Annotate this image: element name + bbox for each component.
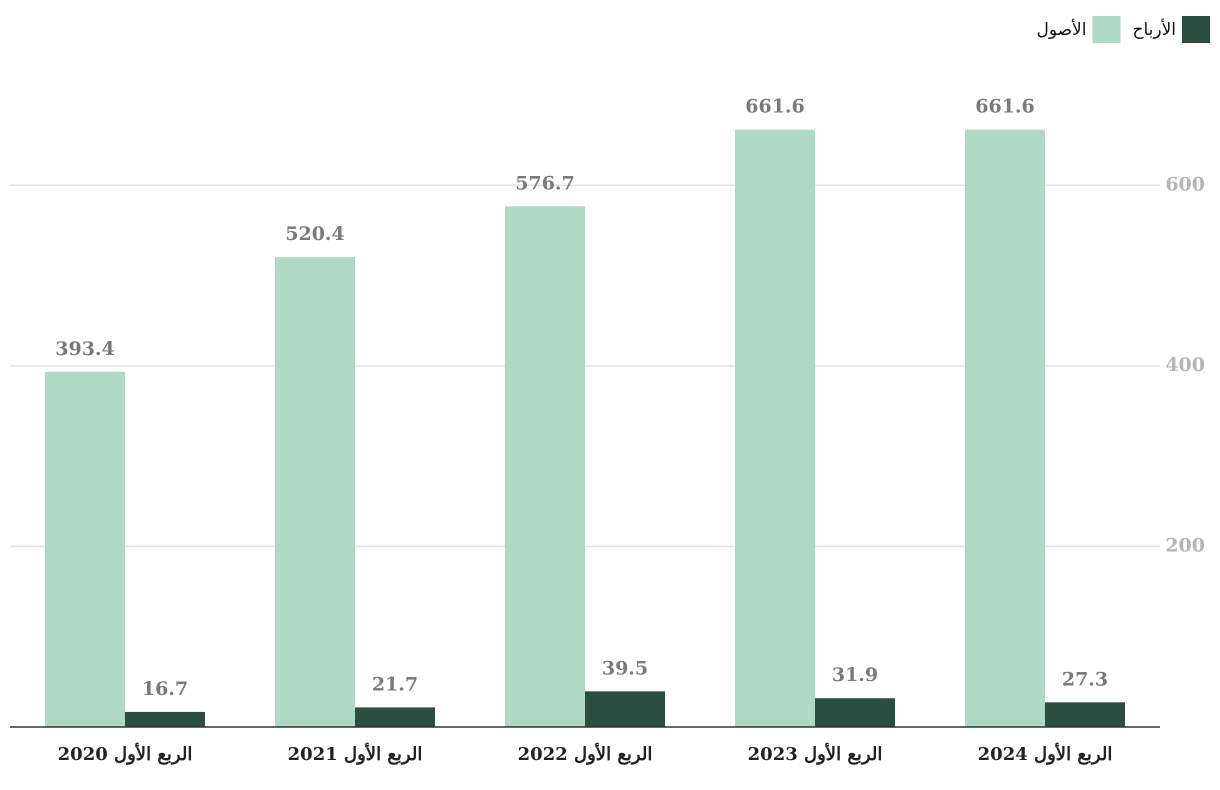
bar <box>965 129 1045 728</box>
value-label: 27.3 <box>1062 668 1108 690</box>
legend-swatch <box>1092 16 1121 43</box>
value-label: 31.9 <box>832 664 878 686</box>
x-tick-label: الربع الأول 2020 <box>58 742 193 765</box>
bar <box>125 711 205 727</box>
value-label: 16.7 <box>142 678 188 700</box>
bar <box>45 371 125 727</box>
bar <box>355 707 435 727</box>
y-tick-label: 600 <box>1165 173 1205 195</box>
value-label: 661.6 <box>745 96 805 118</box>
legend-swatch <box>1182 16 1210 43</box>
value-label: 520.4 <box>285 223 345 245</box>
bar <box>585 691 665 727</box>
x-tick-label: الربع الأول 2023 <box>748 742 883 765</box>
value-label: 661.6 <box>975 96 1035 118</box>
bar <box>275 257 355 727</box>
legend-label: الأرباح <box>1132 19 1176 40</box>
bar <box>735 129 815 728</box>
bar <box>815 698 895 727</box>
x-tick-label: الربع الأول 2021 <box>288 742 423 765</box>
x-tick-label: الربع الأول 2024 <box>978 742 1113 765</box>
bar <box>505 206 585 728</box>
value-label: 39.5 <box>602 657 648 679</box>
y-tick-label: 200 <box>1165 534 1205 556</box>
value-label: 21.7 <box>372 673 418 695</box>
bar <box>1045 702 1125 727</box>
y-tick-label: 400 <box>1165 354 1205 376</box>
value-label: 576.7 <box>515 172 575 194</box>
x-tick-label: الربع الأول 2022 <box>518 742 653 765</box>
legend-label: الأصول <box>1036 19 1086 40</box>
value-label: 393.4 <box>55 338 115 360</box>
